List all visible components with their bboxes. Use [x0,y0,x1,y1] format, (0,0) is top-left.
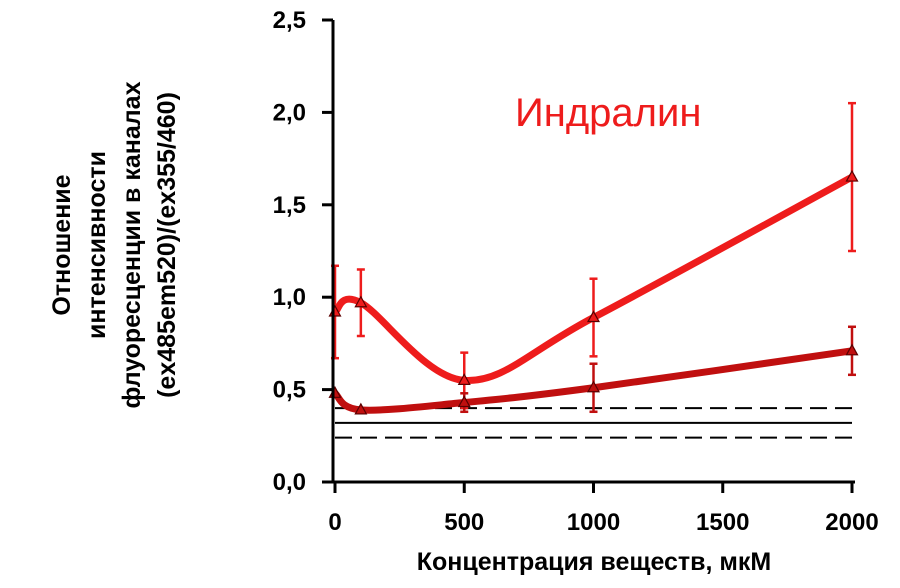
data-point-marker [354,402,368,415]
data-point-marker [354,295,368,308]
plot-area [328,101,859,439]
y-axis-title-line-2: интенсивности [83,151,111,339]
data-point-marker [457,395,471,408]
y-axis-title-line-1: Отношение [48,174,76,315]
x-tick-label: 500 [444,509,484,536]
y-tick-label: 2,5 [273,7,306,34]
y-tick-label: 1,0 [273,284,306,311]
data-point-marker [457,373,471,385]
x-axis-title: Концентрация веществ, мкМ [417,548,772,576]
y-axis-title-line-3: флуоресценции в каналах [118,81,146,408]
x-tick-label: 2000 [825,509,878,536]
x-tick-label: 1500 [696,509,749,536]
data-point-marker [845,169,859,182]
y-tick-label: 2,0 [273,99,306,126]
x-ticks: 0 500 1000 1500 2000 [328,482,879,536]
y-axis-title: Отношение интенсивности флуоресценции в … [48,81,181,408]
y-axis-title-line-4: (ex485em520)/(ex355/460) [153,92,181,398]
data-point-marker [586,310,601,323]
y-ticks: 0,0 0,5 1,0 1,5 2,0 2,5 [273,7,333,496]
y-tick-label: 1,5 [273,192,306,219]
data-point-marker [586,380,601,393]
y-tick-label: 0,0 [273,469,306,496]
y-tick-label: 0,5 [273,377,306,404]
series-annotation: Индралин [515,91,701,135]
x-tick-label: 1000 [567,509,620,536]
data-point-marker [845,343,859,356]
x-tick-label: 0 [328,509,341,536]
